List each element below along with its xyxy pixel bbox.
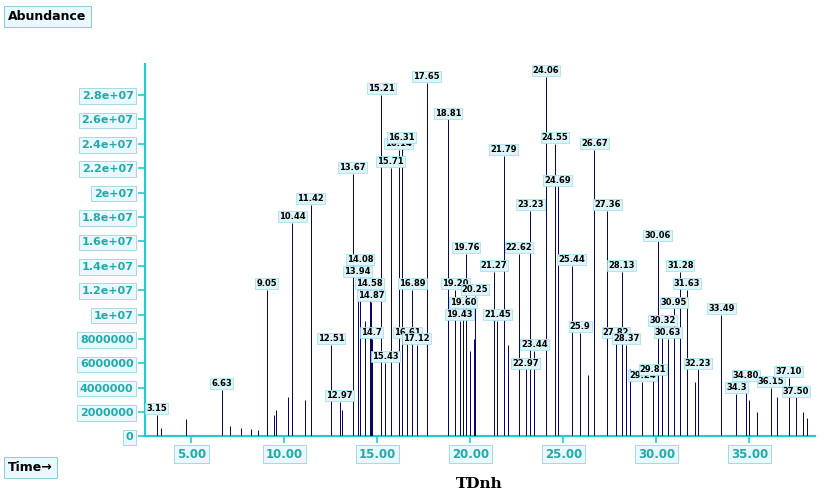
Text: 6.63: 6.63 (211, 379, 232, 388)
Text: 21.27: 21.27 (480, 261, 507, 270)
Text: 9.05: 9.05 (256, 279, 277, 288)
Text: 20.25: 20.25 (461, 285, 488, 295)
Text: 34.80: 34.80 (733, 371, 759, 380)
Text: 34.3: 34.3 (726, 383, 747, 392)
Text: 19.60: 19.60 (450, 298, 476, 307)
Text: 17.12: 17.12 (404, 334, 430, 343)
Text: 3.15: 3.15 (146, 404, 167, 413)
Text: Abundance: Abundance (8, 10, 87, 23)
Text: 14.08: 14.08 (347, 255, 374, 264)
Text: 14.87: 14.87 (358, 292, 385, 301)
Text: 12.51: 12.51 (318, 334, 344, 343)
Text: 30.32: 30.32 (649, 316, 676, 325)
Text: 15.71: 15.71 (377, 157, 404, 166)
Text: 25.44: 25.44 (558, 255, 585, 264)
Text: 36.15: 36.15 (758, 377, 784, 386)
Text: 23.23: 23.23 (517, 200, 543, 209)
Text: 31.63: 31.63 (673, 279, 700, 288)
Text: 15.21: 15.21 (368, 84, 394, 93)
Text: 37.10: 37.10 (776, 367, 801, 376)
Text: 31.28: 31.28 (667, 261, 694, 270)
Text: 33.49: 33.49 (708, 304, 734, 312)
Text: 30.95: 30.95 (661, 298, 687, 307)
Text: 23.44: 23.44 (521, 340, 547, 349)
Text: 13.67: 13.67 (339, 163, 366, 173)
Text: 37.50: 37.50 (783, 386, 809, 396)
Text: 16.31: 16.31 (389, 133, 415, 142)
Text: 29.24: 29.24 (629, 371, 656, 380)
Text: 15.43: 15.43 (372, 353, 399, 362)
Text: 19.76: 19.76 (452, 243, 479, 251)
Text: 12.97: 12.97 (327, 391, 353, 400)
Text: TDnh: TDnh (457, 477, 503, 491)
Text: 28.13: 28.13 (609, 261, 635, 270)
Text: 24.69: 24.69 (544, 176, 571, 185)
Text: 22.62: 22.62 (506, 243, 533, 251)
Text: 28.37: 28.37 (613, 334, 639, 343)
Text: 18.81: 18.81 (435, 109, 461, 118)
Text: 25.9: 25.9 (570, 322, 590, 331)
Text: 10.44: 10.44 (280, 212, 306, 221)
Text: 16.61: 16.61 (394, 328, 421, 337)
Text: 27.82: 27.82 (603, 328, 629, 337)
Text: 19.20: 19.20 (442, 279, 469, 288)
Text: 19.43: 19.43 (447, 310, 473, 319)
Text: 27.36: 27.36 (594, 200, 620, 209)
Text: 16.14: 16.14 (385, 139, 412, 148)
Text: 24.55: 24.55 (542, 133, 568, 142)
Text: 11.42: 11.42 (298, 194, 324, 203)
Text: 13.94: 13.94 (344, 267, 370, 276)
Text: 30.06: 30.06 (644, 231, 671, 240)
Text: Time→: Time→ (8, 461, 53, 474)
Text: 22.97: 22.97 (513, 359, 539, 368)
Text: 17.65: 17.65 (414, 72, 440, 81)
Text: 14.7: 14.7 (361, 328, 382, 337)
Text: 16.89: 16.89 (399, 279, 426, 288)
Text: 21.79: 21.79 (490, 145, 517, 154)
Text: 14.58: 14.58 (356, 279, 383, 288)
Text: 29.81: 29.81 (639, 365, 666, 373)
Text: 24.06: 24.06 (533, 66, 559, 75)
Text: 21.45: 21.45 (484, 310, 511, 319)
Text: 26.67: 26.67 (581, 139, 608, 148)
Text: 32.23: 32.23 (685, 359, 711, 368)
Text: 30.63: 30.63 (655, 328, 681, 337)
